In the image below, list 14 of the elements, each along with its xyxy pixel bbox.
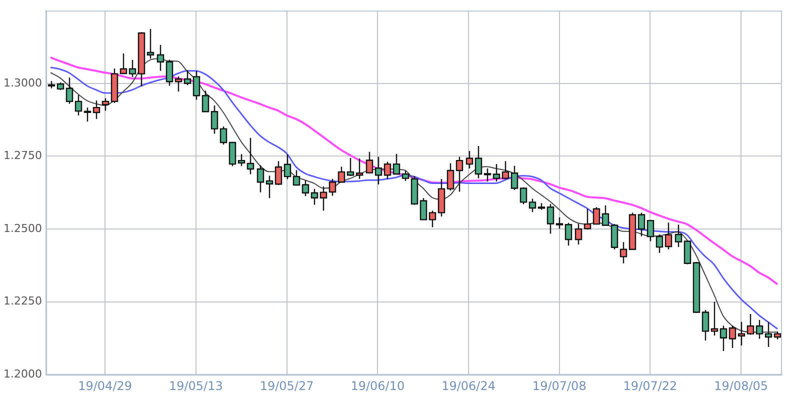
x-tick-label: 19/05/27 [260, 378, 314, 393]
line-series [50, 56, 778, 286]
x-tick-label: 19/05/13 [168, 378, 223, 393]
x-tick-label: 19/07/22 [623, 378, 678, 393]
y-tick-label: 1.2750 [4, 149, 42, 162]
x-tick-label: 19/06/24 [442, 378, 496, 393]
y-tick-label: 1.2250 [4, 294, 42, 308]
x-tick-label: 19/04/29 [78, 378, 132, 393]
y-tick-label: 1.3000 [4, 76, 42, 90]
y-tick-label: 1.2500 [4, 222, 42, 235]
x-tick-label: 19/07/08 [532, 378, 586, 393]
x-tick-label: 19/06/10 [350, 378, 405, 393]
x-tick-label: 19/08/05 [714, 378, 768, 393]
y-tick-label: 1.2000 [4, 367, 42, 380]
